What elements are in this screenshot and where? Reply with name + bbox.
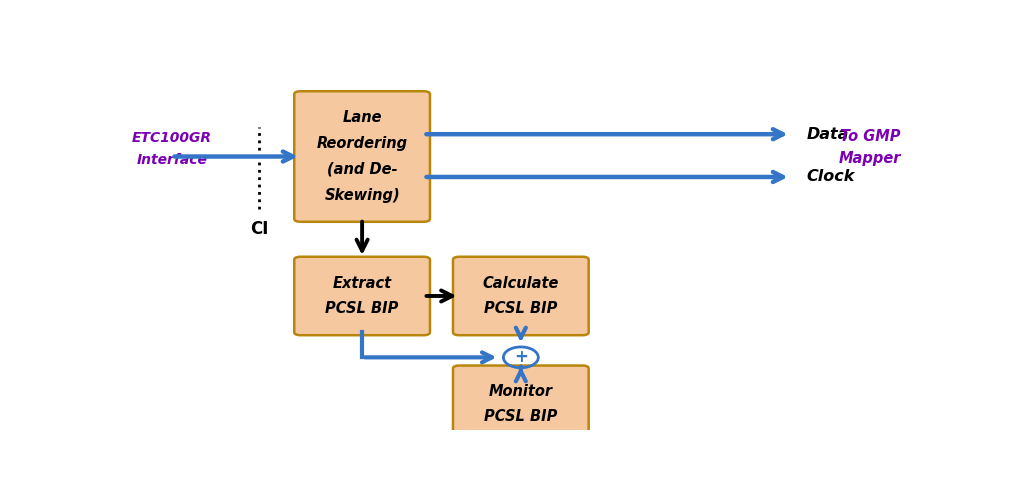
Text: Clock: Clock [807,170,855,185]
FancyBboxPatch shape [453,257,589,335]
Text: Skewing): Skewing) [325,188,400,203]
Text: Reordering: Reordering [316,136,408,151]
Text: Data: Data [807,127,849,142]
Text: Extract: Extract [333,275,391,291]
FancyBboxPatch shape [294,257,430,335]
Text: Mapper: Mapper [839,151,901,166]
Text: To GMP: To GMP [840,128,900,143]
Text: Lane: Lane [342,110,382,125]
Text: Interface: Interface [136,153,207,167]
Text: (and De-: (and De- [327,162,397,177]
FancyBboxPatch shape [294,91,430,222]
Text: ETC100GR: ETC100GR [132,131,212,145]
Text: CI: CI [250,220,268,238]
Text: PCSL BIP: PCSL BIP [326,301,398,316]
Text: +: + [514,348,527,366]
Text: Monitor: Monitor [488,384,553,399]
Text: PCSL BIP: PCSL BIP [484,301,557,316]
Text: Calculate: Calculate [482,275,559,291]
Text: PCSL BIP: PCSL BIP [484,409,557,424]
FancyBboxPatch shape [453,366,589,442]
